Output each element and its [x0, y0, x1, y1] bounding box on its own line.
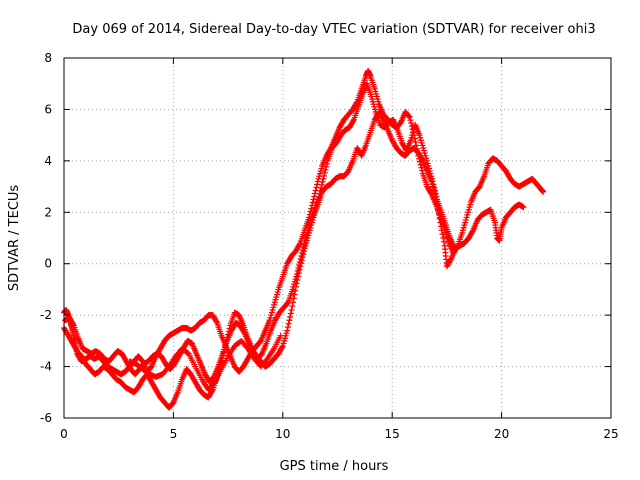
data-point-interp	[432, 190, 439, 197]
data-point-interp	[316, 190, 323, 197]
data-point-interp	[299, 247, 306, 253]
data-point-interp	[419, 156, 426, 163]
y-tick-label: 0	[44, 257, 52, 271]
data-point	[520, 204, 527, 211]
data-point-interp	[297, 256, 304, 262]
data-point-interp	[284, 300, 291, 307]
data-point-interp	[299, 250, 306, 256]
x-axis-label: GPS time / hours	[280, 459, 389, 474]
data-point-interp	[411, 135, 418, 142]
data-point-interp	[407, 117, 414, 124]
plot-frame	[63, 57, 612, 419]
data-point	[406, 114, 413, 121]
x-tick-label: 15	[385, 427, 400, 441]
data-point-interp	[430, 181, 437, 188]
data-point	[277, 332, 284, 339]
data-point-interp	[440, 235, 447, 241]
x-tick-label: 10	[275, 427, 290, 441]
data-point-interp	[294, 268, 301, 274]
data-point-interp	[419, 167, 426, 174]
y-tick-label: -6	[40, 411, 52, 425]
data-point-interp	[321, 169, 328, 176]
data-point	[284, 327, 291, 334]
x-tick-label: 20	[494, 427, 509, 441]
data-series	[62, 80, 458, 385]
y-tick-label: 4	[44, 154, 52, 168]
data-point	[294, 271, 301, 277]
chart-title: Day 069 of 2014, Sidereal Day-to-day VTE…	[72, 22, 595, 37]
data-point-interp	[263, 357, 270, 364]
data-point-interp	[323, 163, 330, 170]
data-point	[429, 178, 436, 185]
y-tick-label: -4	[40, 360, 52, 374]
data-point-interp	[318, 184, 325, 191]
data-point-interp	[440, 238, 447, 245]
data-point-interp	[286, 317, 293, 324]
data-point-interp	[284, 324, 291, 331]
data-point-interp	[302, 238, 309, 244]
data-point-interp	[300, 244, 307, 250]
data-point-interp	[323, 160, 330, 167]
data-point-interp	[405, 113, 412, 120]
data-point-interp	[439, 231, 446, 238]
data-point	[288, 307, 295, 313]
y-tick-label: 6	[44, 102, 52, 116]
data-point-interp	[301, 241, 308, 247]
data-point-interp	[308, 205, 315, 212]
data-point-interp	[287, 313, 294, 320]
data-point	[540, 188, 547, 195]
data-point-interp	[296, 262, 303, 268]
data-point-interp	[287, 310, 294, 317]
data-point-interp	[279, 344, 286, 351]
data-point-interp	[319, 178, 326, 185]
x-tick-label: 0	[60, 427, 68, 441]
data-point-interp	[309, 199, 316, 206]
y-axis-label: SDTVAR / TECUs	[7, 185, 22, 292]
data-point	[320, 175, 327, 182]
x-tick-label: 25	[603, 427, 618, 441]
data-point	[451, 245, 458, 252]
y-tick-label: -2	[40, 308, 52, 322]
data-point-interp	[296, 259, 303, 265]
x-tick-label: 5	[170, 427, 178, 441]
data-point-interp	[350, 118, 357, 124]
data-point-interp	[438, 227, 445, 234]
data-point-interp	[438, 223, 445, 230]
data-point	[298, 253, 305, 259]
data-point-interp	[318, 181, 325, 188]
data-point-interp	[433, 193, 440, 200]
data-point-interp	[408, 120, 415, 127]
data-point-interp	[70, 321, 77, 328]
data-series	[61, 67, 547, 378]
y-tick-label: 8	[44, 51, 52, 65]
data-points	[61, 67, 547, 411]
data-point-interp	[295, 265, 302, 271]
data-point-interp	[322, 166, 329, 173]
axis-ticks: 0 5 10 15 20 25 -6 -4 -2 0 2 4 6 8	[40, 51, 619, 441]
data-point	[315, 193, 322, 200]
data-point-interp	[289, 303, 296, 310]
data-point-interp	[412, 139, 419, 145]
data-point-interp	[285, 320, 292, 327]
data-point-interp	[240, 328, 247, 335]
data-point-interp	[213, 318, 220, 325]
data-point-interp	[210, 380, 217, 387]
data-point-interp	[431, 187, 438, 194]
data-series	[126, 332, 284, 393]
data-point-interp	[321, 172, 328, 179]
data-point-interp	[317, 187, 324, 194]
y-tick-label: 2	[44, 205, 52, 219]
data-point-interp	[184, 349, 191, 356]
data-point-interp	[431, 184, 438, 191]
